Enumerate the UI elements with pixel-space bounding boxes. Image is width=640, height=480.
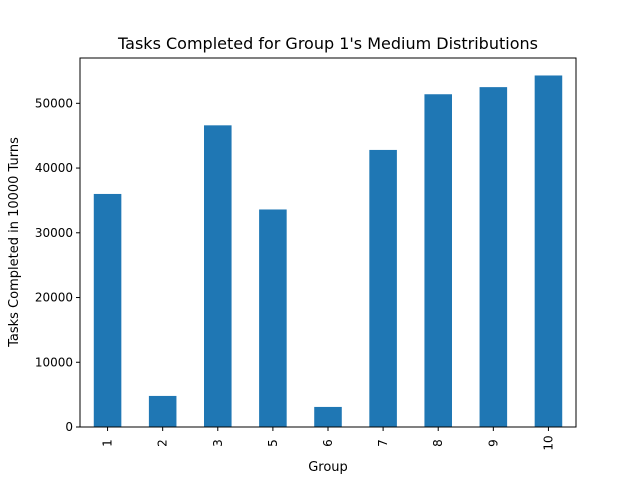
chart-title: Tasks Completed for Group 1's Medium Dis…	[117, 34, 538, 53]
x-tick-label: 6	[321, 439, 335, 447]
bar-group-10	[534, 75, 563, 427]
bar-group-1	[93, 193, 122, 427]
x-tick-label: 8	[431, 439, 445, 447]
x-tick-label: 3	[211, 439, 225, 447]
x-tick-label: 10	[541, 435, 555, 450]
y-tick-label: 0	[65, 420, 73, 434]
x-tick-label: 2	[156, 439, 170, 447]
y-tick-label: 10000	[35, 355, 73, 369]
x-tick-label: 1	[101, 439, 115, 447]
y-tick-label: 40000	[35, 161, 73, 175]
x-axis-label: Group	[308, 460, 348, 475]
y-tick-label: 20000	[35, 291, 73, 305]
x-tick-label: 5	[266, 439, 280, 447]
bar-group-3	[204, 125, 232, 427]
bar-group-9	[479, 87, 508, 427]
bar-group-5	[259, 209, 287, 427]
x-tick-label: 7	[376, 439, 390, 447]
bars-group	[93, 75, 563, 427]
plot-frame	[79, 57, 577, 428]
y-ticks-group: 0 10000 20000 30000 40000 50000	[35, 96, 80, 434]
bar-group-7	[369, 149, 397, 427]
bar-group-6	[314, 406, 342, 427]
x-ticks-group: 1 2 3 5 6 7 8 9 10	[101, 427, 555, 451]
y-axis-label: Tasks Completed in 10000 Turns	[7, 137, 22, 348]
x-tick-label: 9	[486, 439, 500, 447]
y-tick-label: 30000	[35, 226, 73, 240]
bar-group-2	[148, 395, 177, 427]
bar-group-8	[424, 94, 452, 427]
y-tick-label: 50000	[35, 96, 73, 110]
